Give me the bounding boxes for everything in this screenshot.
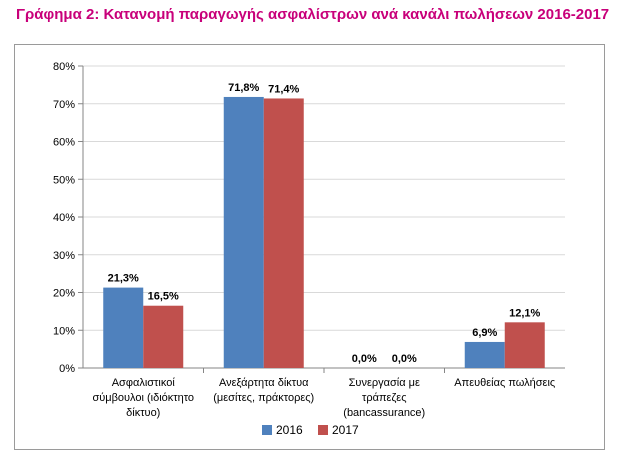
bars: [103, 96, 545, 368]
bar-2016: [464, 341, 505, 368]
category-label: σύμβουλοι (ιδιόκτητο: [92, 392, 194, 404]
y-tick-label: 20%: [53, 288, 75, 300]
data-label-2016: 0,0%: [352, 353, 377, 365]
bar-2017: [263, 98, 304, 368]
category-label: Συνεργασία με: [349, 377, 420, 389]
legend-label-2016: 2016: [276, 423, 303, 437]
category-label: (μεσίτες, πράκτορες): [213, 392, 314, 404]
data-label-2017: 0,0%: [392, 353, 417, 365]
data-label-2016: 71,8%: [228, 82, 259, 94]
y-tick-label: 60%: [53, 137, 75, 149]
legend-swatch-2017: [318, 425, 328, 435]
data-label-2016: 6,9%: [472, 327, 497, 339]
bar-2017: [504, 322, 545, 368]
category-label: Ασφαλιστικοί: [112, 377, 176, 389]
category-label: Απευθείας πωλήσεις: [454, 377, 555, 389]
y-tick-label: 40%: [53, 212, 75, 224]
y-tick-label: 80%: [53, 61, 75, 73]
category-label: (bancassurance): [343, 407, 425, 419]
data-label-2017: 71,4%: [268, 83, 299, 95]
legend-label-2017: 2017: [332, 423, 359, 437]
data-label-2017: 12,1%: [509, 307, 540, 319]
category-labels: Ασφαλιστικοί σύμβουλοι (ιδιόκτητο δίκτυο) Α…: [92, 377, 555, 419]
y-tick-label: 10%: [53, 325, 75, 337]
y-tick-label: 0%: [59, 363, 75, 375]
category-label: Ανεξάρτητα δίκτυα: [219, 377, 309, 389]
data-labels: 21,3% 16,5% 71,8% 71,4% 0,0% 0,0% 6,9% 12,1%: [108, 82, 541, 365]
category-label: τράπεζες: [362, 392, 407, 404]
y-tick-label: 70%: [53, 99, 75, 111]
bar-2016: [103, 287, 144, 368]
bar-2016: [223, 96, 264, 368]
data-label-2017: 16,5%: [148, 291, 179, 303]
category-label: δίκτυο): [126, 407, 160, 419]
bar-2017: [143, 305, 184, 368]
y-tick-label: 50%: [53, 174, 75, 186]
figure-title: Γράφημα 2: Κατανομή παραγωγής ασφαλίστρω…: [16, 6, 610, 23]
y-tick-label: 30%: [53, 250, 75, 262]
gridlines: [83, 65, 565, 331]
data-label-2016: 21,3%: [108, 273, 139, 285]
legend: 2016 2017: [262, 423, 359, 437]
chart-frame: [14, 44, 605, 450]
legend-swatch-2016: [262, 425, 272, 435]
